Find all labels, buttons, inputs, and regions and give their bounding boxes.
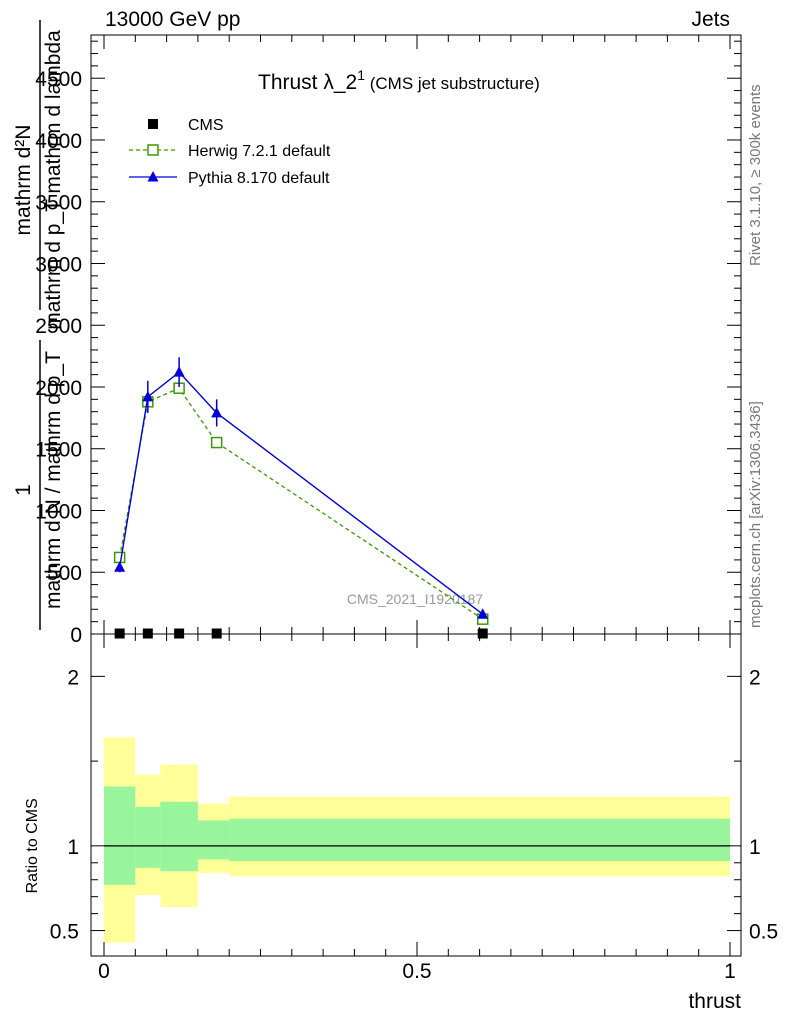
ratio-band-inner <box>197 820 230 860</box>
main-ytick-label: 0 <box>70 624 82 647</box>
series-marker <box>211 406 223 418</box>
ratio-band-inner <box>104 786 136 885</box>
ratio-ylabel: Ratio to CMS <box>24 798 41 893</box>
main-ytick-label: 1000 <box>35 500 82 523</box>
ratio-ytick-label-left: 1 <box>67 836 79 859</box>
series-marker <box>210 436 223 449</box>
series-marker <box>477 608 489 619</box>
legend-entry-0: CMS <box>148 117 224 134</box>
ratio-xtick-label: 0.5 <box>402 960 431 983</box>
main-ytick-label: 500 <box>47 562 82 585</box>
series-marker <box>173 366 185 377</box>
main-title-text: Thrust λ_2 <box>258 71 357 94</box>
ratio-xtick-label: 0 <box>98 960 110 983</box>
legend-marker <box>148 119 158 129</box>
series-line <box>119 387 484 620</box>
ratio-xtick-label: 1 <box>724 960 736 983</box>
legend-label: CMS <box>188 117 224 134</box>
series-line <box>118 371 484 615</box>
ylabel-bottom-numerator: 1 <box>12 484 35 496</box>
analysis-watermark: CMS_2021_I1920187 <box>347 591 483 607</box>
legend-marker <box>147 144 159 156</box>
ratio-band-inner <box>229 818 730 862</box>
ratio-band-inner <box>160 801 198 872</box>
header-right-label: Jets <box>691 8 730 31</box>
header-left-label: 13000 GeV pp <box>105 8 241 31</box>
series-marker <box>114 561 126 572</box>
ylabel-bottom-denominator: mathrm d N / mathrm d p_T <box>42 351 65 609</box>
main-ytick-label: 3500 <box>35 192 82 215</box>
ratio-band-inner <box>135 806 161 868</box>
series-1 <box>113 382 489 625</box>
ratio-ytick-label-left: 0.5 <box>50 921 79 944</box>
series-2 <box>114 357 489 619</box>
main-panel: 050010001500200025003000350040004500math… <box>12 20 742 647</box>
ylabel-top-denominator: mathrm d p_T mathrm d lambda <box>42 30 65 330</box>
ratio-plot-frame <box>90 633 742 957</box>
legend-entry-1: Herwig 7.2.1 default <box>129 143 331 160</box>
main-ytick-label: 1500 <box>35 439 82 462</box>
main-title-superscript: 1 <box>357 67 365 83</box>
ratio-ytick-label-right: 1 <box>749 836 761 859</box>
legend-marker <box>147 171 159 182</box>
ratio-ytick-label-right: 2 <box>749 666 761 689</box>
main-ytick-label: 2000 <box>35 377 82 400</box>
legend-label: Pythia 8.170 default <box>188 170 330 187</box>
ratio-ytick-label-left: 2 <box>67 666 79 689</box>
main-ytick-label: 3000 <box>35 253 82 276</box>
ylabel-top-numerator: mathrm d²N <box>12 125 35 236</box>
main-ylabel: mathrm d²N mathrm d p_T mathrm d lambda 1 m… <box>12 20 65 630</box>
series-marker <box>142 390 154 402</box>
x-axis-label: thrust <box>688 990 741 1013</box>
main-ytick-label: 4000 <box>35 130 82 153</box>
ratio-ytick-label-right: 0.5 <box>749 921 778 944</box>
main-ytick-label: 2500 <box>35 315 82 338</box>
main-title-note: (CMS jet substructure) <box>365 74 540 93</box>
series-marker <box>113 551 126 564</box>
legend-entry-2: Pythia 8.170 default <box>129 170 330 187</box>
ratio-panel: 0.5 0.5 1 1 2 2 0 0.5 1 thrust Ratio to CMS <box>24 633 778 1013</box>
main-title: Thrust λ_21 (CMS jet substructure) <box>258 67 540 94</box>
legend-label: Herwig 7.2.1 default <box>188 143 331 160</box>
main-ytick-label: 4500 <box>35 68 82 91</box>
